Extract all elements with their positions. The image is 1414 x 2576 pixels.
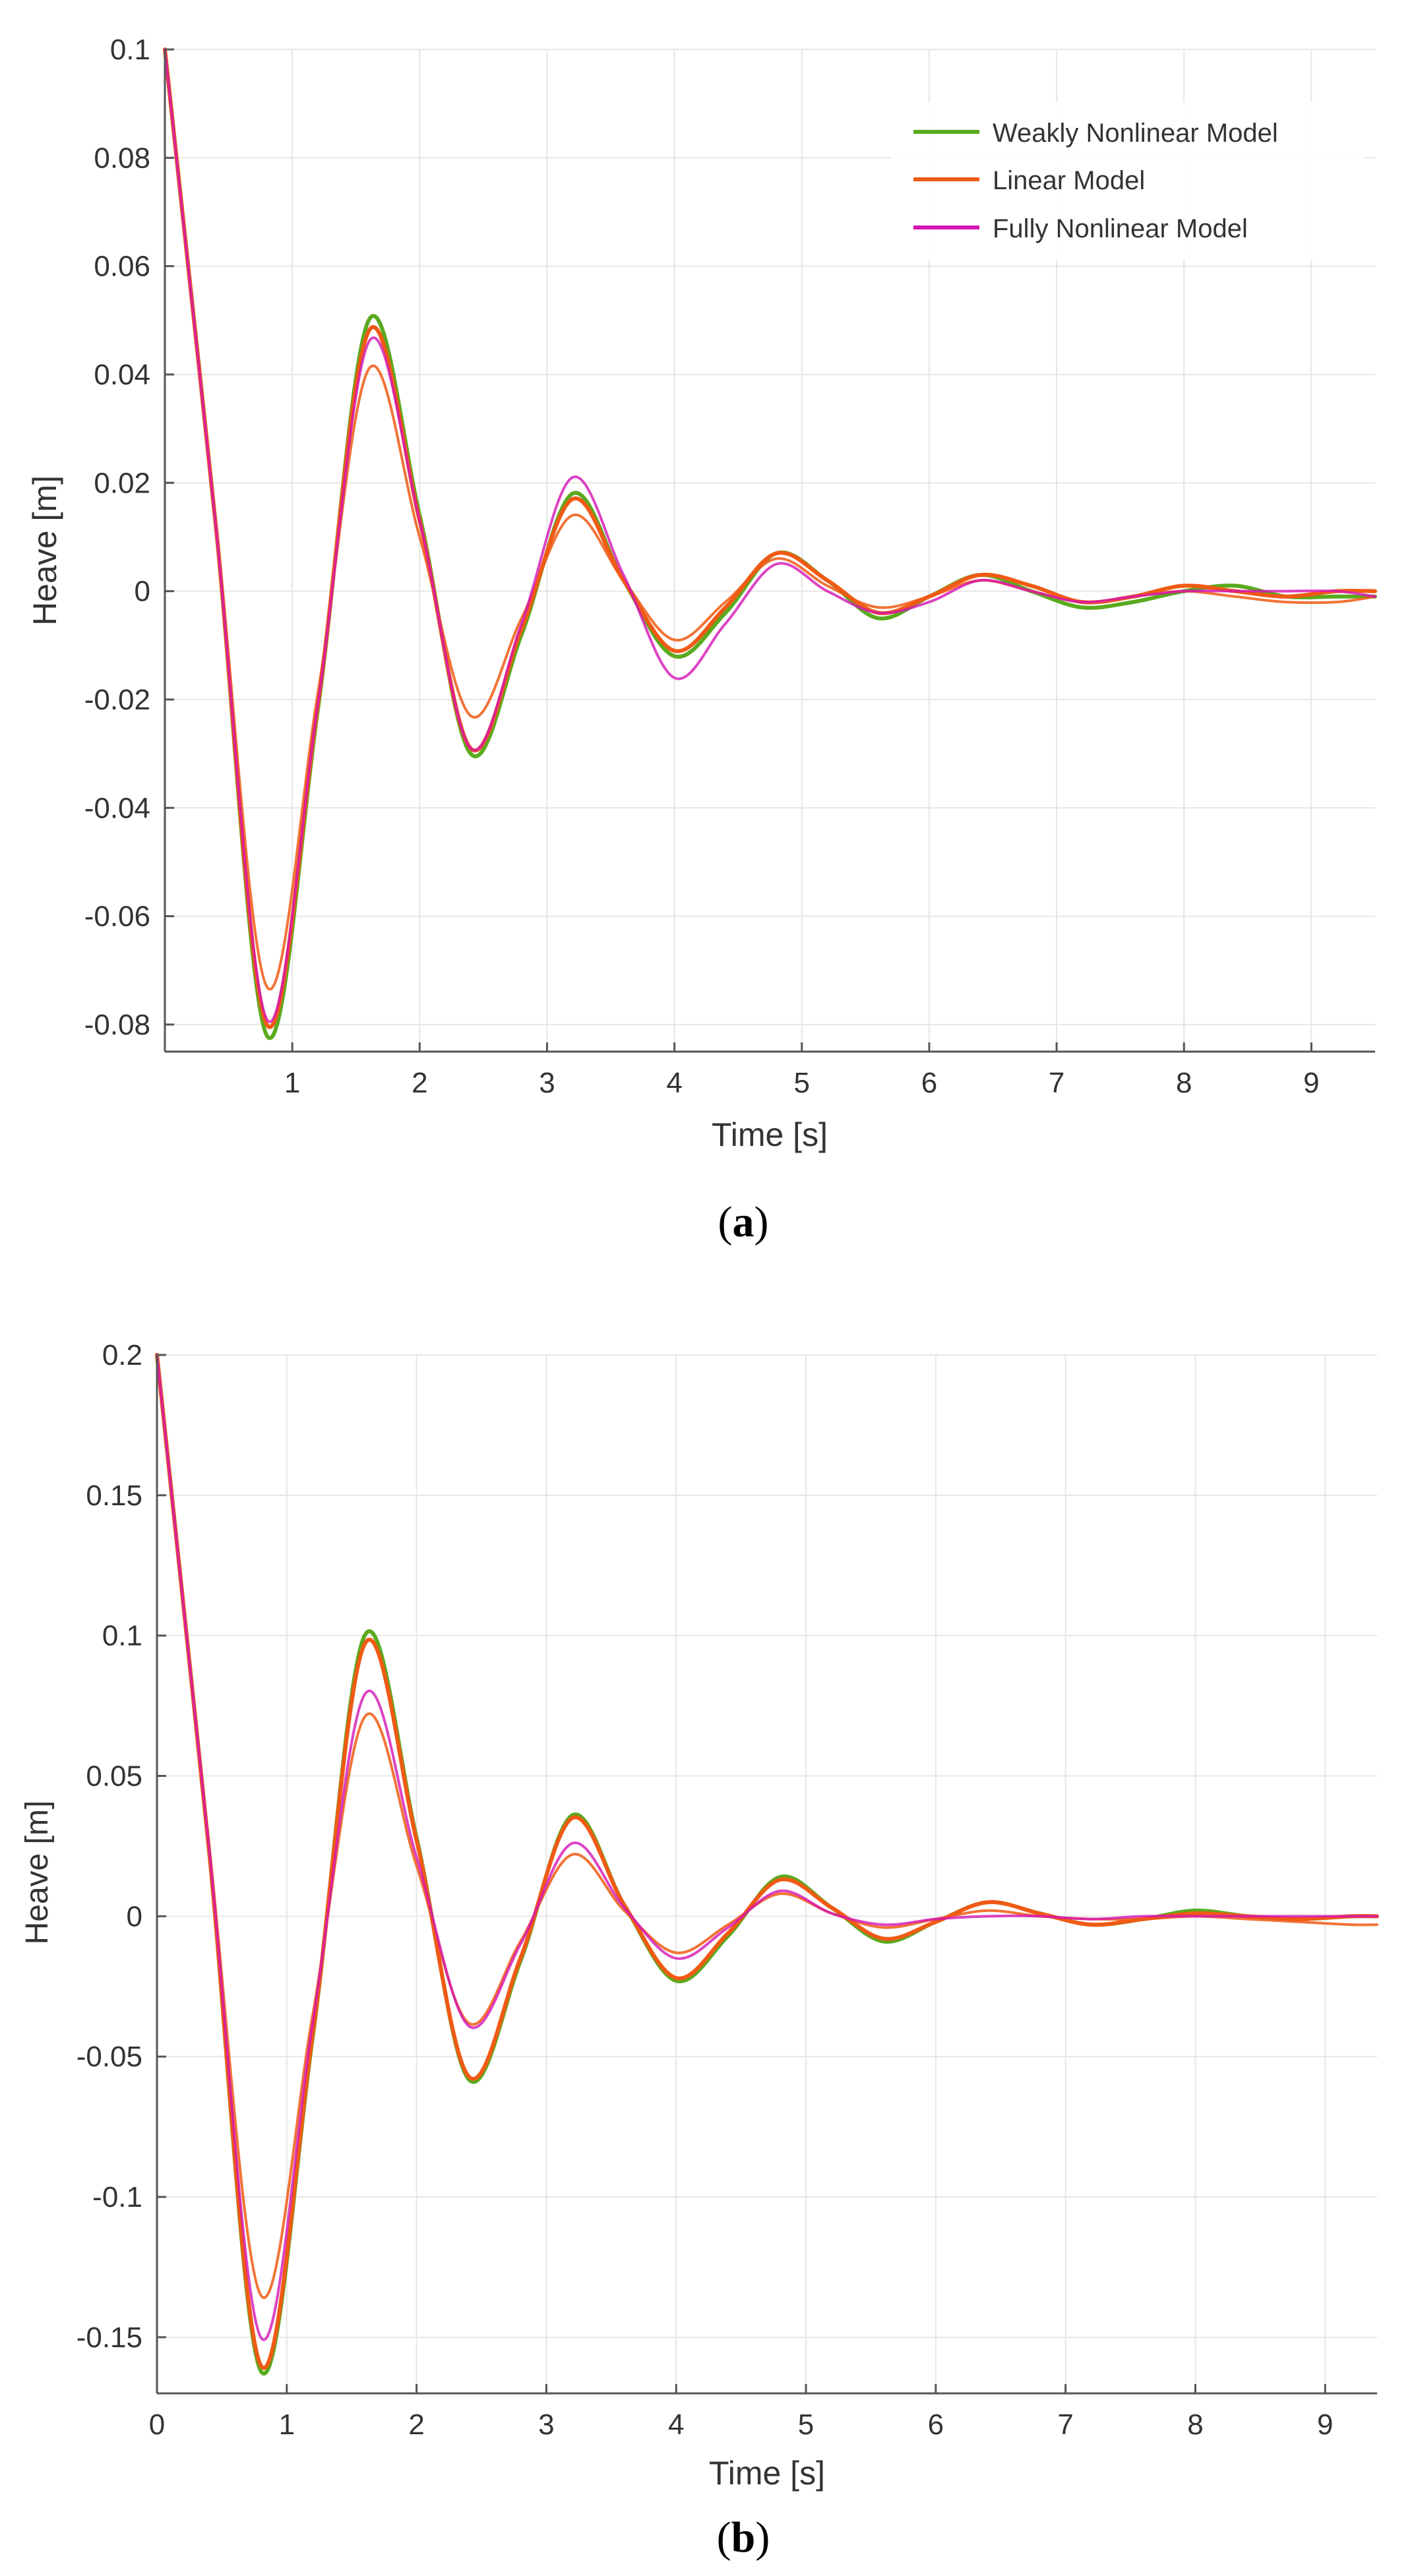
y-axis-label-b: Heave [m] — [20, 1801, 55, 1945]
x-tick-label-b-1: 1 — [279, 2409, 295, 2441]
legend-label-linear: Linear Model — [993, 166, 1145, 195]
chart-panel-a: 1 2 3 4 5 6 7 8 9 0.1 0.08 0.06 0.04 0.02 0 -0.02 -0.04 -… — [26, 34, 1377, 1153]
x-tick-label-a-8: 9 — [1303, 1067, 1319, 1099]
series-group-b — [155, 1353, 1379, 2376]
legend-label-weakly-nonlinear: Weakly Nonlinear Model — [993, 119, 1278, 148]
y-tick-label-a-5: 0 — [135, 576, 150, 608]
y-tick-label-b-0: 0.2 — [102, 1339, 142, 1371]
x-tick-label-a-5: 6 — [921, 1067, 937, 1099]
y-tick-label-b-7: -0.15 — [77, 2321, 142, 2354]
series-line-fully-nonlinear-a — [164, 48, 1376, 1023]
panel-letter-b: b — [731, 2513, 756, 2561]
x-axis-label-b: Time [s] — [709, 2455, 825, 2492]
x-tick-label-b-3: 3 — [538, 2409, 554, 2441]
y-tick-label-b-2: 0.1 — [102, 1620, 142, 1652]
y-tick-label-b-6: -0.1 — [92, 2181, 142, 2213]
grid-b — [156, 1354, 1377, 2393]
x-tick-label-a-6: 7 — [1049, 1067, 1064, 1099]
tick-labels-b: 0 1 2 3 4 5 6 7 8 9 0.2 0.15 0.1 0.05 0 -0.05 -0.1 -0.15 — [77, 1339, 1334, 2441]
series-group-a — [163, 47, 1377, 1040]
y-tick-label-a-7: -0.04 — [84, 792, 150, 824]
y-tick-label-b-1: 0.15 — [86, 1480, 142, 1512]
x-tick-label-a-0: 1 — [284, 1067, 300, 1099]
y-tick-label-a-9: -0.08 — [84, 1009, 150, 1041]
x-tick-label-b-4: 4 — [668, 2409, 684, 2441]
y-tick-label-a-2: 0.06 — [94, 251, 150, 283]
axes-b — [156, 1354, 1377, 2395]
y-tick-label-b-5: -0.05 — [77, 2041, 142, 2073]
x-tick-label-b-9: 9 — [1317, 2409, 1333, 2441]
x-tick-label-b-0: 0 — [149, 2409, 165, 2441]
legend-label-fully-nonlinear: Fully Nonlinear Model — [993, 214, 1248, 243]
y-tick-label-b-4: 0 — [127, 1900, 142, 1932]
axes-a — [164, 48, 1375, 1053]
x-tick-label-a-1: 2 — [412, 1067, 427, 1099]
x-tick-label-a-2: 3 — [539, 1067, 555, 1099]
x-axis-label-a: Time [s] — [712, 1116, 828, 1153]
x-tick-label-b-5: 5 — [798, 2409, 814, 2441]
y-axis-label-a: Heave [m] — [26, 475, 63, 626]
panel-caption-a: (a) — [718, 1198, 769, 1246]
x-tick-label-b-6: 6 — [928, 2409, 944, 2441]
x-tick-label-a-3: 4 — [666, 1067, 682, 1099]
x-tick-label-a-7: 8 — [1176, 1067, 1192, 1099]
series-line-fully-nonlinear-b — [156, 1354, 1378, 2341]
y-tick-label-a-4: 0.02 — [94, 467, 150, 499]
x-tick-label-b-8: 8 — [1187, 2409, 1203, 2441]
legend-a: Weakly Nonlinear Model Linear Model Full… — [890, 102, 1365, 260]
y-tick-label-a-3: 0.04 — [94, 359, 150, 391]
panel-letter-a: a — [733, 1198, 754, 1246]
y-tick-label-b-3: 0.05 — [86, 1760, 142, 1793]
panel-caption-b: (b) — [717, 2513, 770, 2561]
y-tick-label-a-1: 0.08 — [94, 142, 150, 174]
y-tick-label-a-0: 0.1 — [110, 34, 150, 66]
tick-labels-a: 1 2 3 4 5 6 7 8 9 0.1 0.08 0.06 0.04 0.02 0 -0.02 -0.04 -… — [84, 34, 1320, 1099]
x-tick-label-b-7: 7 — [1057, 2409, 1073, 2441]
y-tick-label-a-6: -0.02 — [84, 684, 150, 716]
y-tick-label-a-8: -0.06 — [84, 901, 150, 933]
chart-panel-b: 0 1 2 3 4 5 6 7 8 90.20.150.10.050-0.05-0.1-0.15 … — [20, 1339, 1379, 2492]
series-line-linear-b — [155, 1353, 1379, 2370]
x-tick-label-b-2: 2 — [408, 2409, 424, 2441]
x-tick-label-a-4: 5 — [794, 1067, 810, 1099]
series-line-weakly-nonlinear-a — [163, 47, 1377, 1040]
plot-area-b — [157, 1355, 1377, 2393]
